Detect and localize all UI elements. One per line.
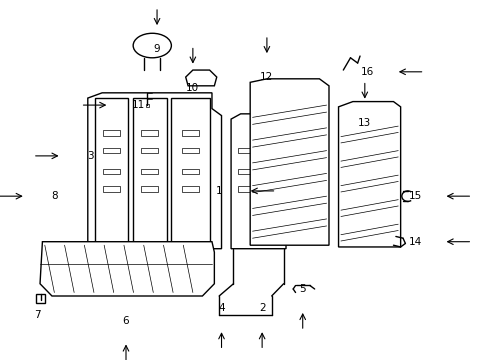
Bar — [145, 104, 149, 107]
Text: 3: 3 — [87, 151, 93, 161]
Bar — [141, 169, 158, 175]
Text: 14: 14 — [407, 237, 421, 247]
Text: 15: 15 — [407, 191, 421, 201]
Polygon shape — [250, 79, 328, 245]
Bar — [182, 148, 199, 153]
Text: 5: 5 — [299, 284, 305, 294]
Bar — [182, 169, 199, 175]
Text: 1: 1 — [215, 186, 222, 196]
Text: 12: 12 — [260, 72, 273, 82]
Text: 8: 8 — [51, 191, 58, 201]
Polygon shape — [185, 70, 216, 86]
Bar — [238, 169, 276, 175]
Bar — [36, 294, 45, 303]
Text: 7: 7 — [34, 310, 41, 320]
Text: 6: 6 — [122, 315, 129, 325]
Bar — [103, 169, 120, 175]
Text: 16: 16 — [360, 67, 373, 77]
Polygon shape — [88, 93, 221, 249]
Text: 11: 11 — [131, 100, 144, 110]
Bar — [182, 186, 199, 192]
Text: 10: 10 — [186, 82, 199, 93]
Text: 9: 9 — [153, 44, 160, 54]
Bar — [238, 186, 276, 192]
Text: 2: 2 — [258, 303, 265, 313]
Bar — [141, 186, 158, 192]
Bar — [103, 186, 120, 192]
Ellipse shape — [133, 33, 171, 58]
Bar — [182, 130, 199, 136]
Polygon shape — [231, 114, 285, 249]
Polygon shape — [40, 242, 214, 296]
Bar — [238, 148, 276, 153]
Bar — [141, 130, 158, 136]
Bar — [141, 148, 158, 153]
Polygon shape — [338, 102, 400, 247]
Bar — [103, 148, 120, 153]
Text: 4: 4 — [218, 303, 224, 313]
Text: 13: 13 — [357, 118, 371, 127]
Bar — [103, 130, 120, 136]
